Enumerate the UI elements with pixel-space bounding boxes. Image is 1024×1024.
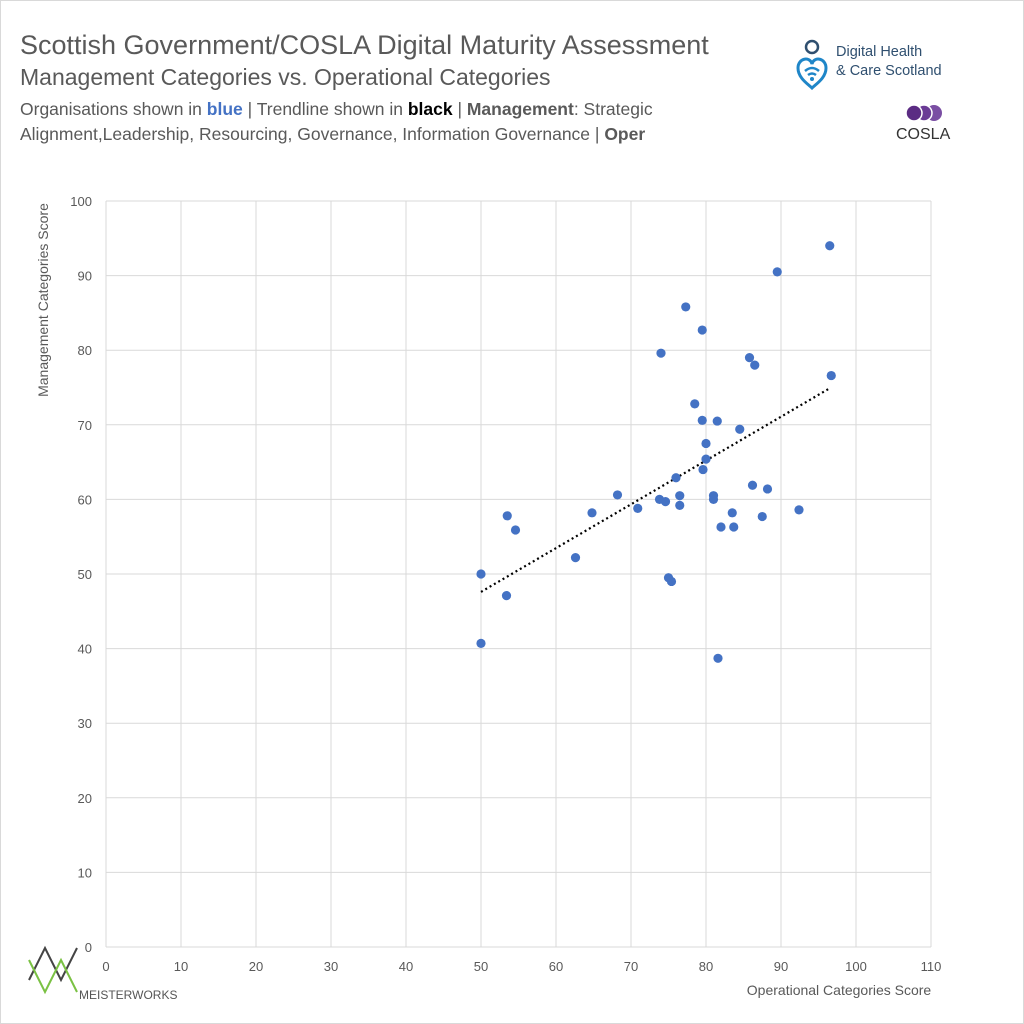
chart-subtitle: Management Categories vs. Operational Ca… — [20, 64, 551, 90]
cosla-logo-text: COSLA — [896, 126, 951, 143]
data-point — [701, 454, 711, 464]
data-point — [712, 416, 722, 426]
meisterworks-logo: MEISTERWORKS — [25, 940, 195, 1010]
data-point — [701, 438, 711, 449]
data-point — [757, 511, 767, 522]
x-tick-label: 50 — [474, 959, 488, 974]
data-point — [675, 491, 685, 501]
data-point — [708, 494, 719, 504]
data-point — [502, 511, 512, 521]
y-tick-label: 50 — [78, 567, 92, 582]
y-tick-label: 0 — [85, 940, 92, 955]
meisterworks-mark-icon — [28, 945, 78, 995]
chart-title: Scottish Government/COSLA Digital Maturi… — [20, 30, 709, 60]
x-tick-label: 70 — [624, 959, 638, 974]
note-management-label: Management — [466, 99, 574, 119]
x-tick-label: 30 — [324, 959, 338, 974]
y-tick-label: 20 — [78, 791, 92, 806]
data-point — [772, 267, 782, 277]
data-point — [570, 552, 581, 563]
dhcs-heart-icon — [796, 39, 828, 91]
dhcs-logo: Digital Health & Care Scotland — [790, 38, 970, 93]
data-point — [633, 503, 643, 513]
note-oper-label: Oper — [604, 124, 646, 144]
data-point — [729, 522, 739, 532]
note-part1: Organisations shown in — [20, 99, 207, 119]
data-point — [476, 569, 486, 579]
cosla-logo: COSLA — [890, 100, 960, 150]
data-point — [762, 484, 773, 494]
data-point — [681, 302, 691, 312]
data-point — [476, 638, 486, 648]
data-point — [716, 522, 726, 532]
note-black-word: black — [407, 99, 453, 119]
chart-note: Organisations shown in blue | Trendline … — [20, 97, 720, 147]
x-tick-label: 110 — [921, 959, 942, 974]
chart-points — [476, 241, 836, 663]
note-part4: : Strategic Alignment,Leadership, Resour… — [20, 99, 653, 144]
data-point — [660, 497, 671, 507]
data-point — [612, 490, 623, 500]
data-point — [656, 348, 666, 358]
note-part2: | Trendline shown in — [242, 99, 408, 119]
chart-ticks: 0 10 20 30 40 50 60 70 80 90 100 110 0 10 20 30 40 50 60 70… — [70, 194, 941, 974]
data-point — [735, 424, 745, 434]
data-point — [697, 325, 707, 335]
data-point — [675, 500, 685, 510]
x-tick-label: 100 — [845, 959, 867, 974]
meisterworks-logo-text: MEISTERWORKS — [79, 988, 178, 1002]
x-axis-label: Operational Categories Score — [747, 982, 932, 998]
dhcs-line2: & Care Scotland — [836, 63, 942, 79]
dhcs-logo-text: Digital Health & Care Scotland — [836, 43, 942, 81]
x-tick-label: 90 — [774, 959, 788, 974]
data-point — [713, 653, 723, 663]
y-tick-label: 40 — [78, 642, 92, 657]
dhcs-line1: Digital Health — [836, 44, 923, 60]
data-point — [727, 508, 737, 518]
data-point — [666, 576, 677, 587]
data-point — [698, 464, 708, 475]
x-tick-label: 40 — [399, 959, 413, 974]
y-tick-label: 70 — [78, 418, 92, 433]
data-point — [697, 415, 707, 425]
data-point — [587, 508, 597, 518]
data-point — [671, 473, 681, 483]
data-point — [825, 241, 835, 251]
trendline — [480, 387, 831, 593]
note-part3: | — [452, 99, 467, 119]
chart-grid — [105, 200, 932, 948]
y-tick-label: 10 — [78, 865, 92, 880]
data-point — [794, 505, 804, 515]
y-axis-label: Management Categories Score — [35, 203, 51, 397]
x-tick-label: 10 — [174, 959, 188, 974]
y-tick-label: 60 — [78, 492, 92, 507]
data-point — [501, 591, 512, 601]
x-tick-label: 80 — [699, 959, 713, 974]
cosla-circles-icon — [905, 104, 942, 122]
y-tick-label: 80 — [78, 343, 92, 358]
x-tick-label: 60 — [549, 959, 563, 974]
y-tick-label: 100 — [70, 194, 92, 209]
data-point — [750, 360, 760, 370]
x-tick-label: 20 — [249, 959, 263, 974]
note-blue-word: blue — [206, 99, 243, 119]
data-point — [747, 480, 758, 490]
data-point — [510, 525, 521, 535]
y-tick-label: 30 — [78, 716, 92, 731]
x-tick-label: 0 — [102, 959, 109, 974]
data-point — [690, 399, 700, 409]
data-point — [744, 353, 755, 363]
data-point — [826, 370, 836, 381]
y-tick-label: 90 — [78, 269, 92, 284]
